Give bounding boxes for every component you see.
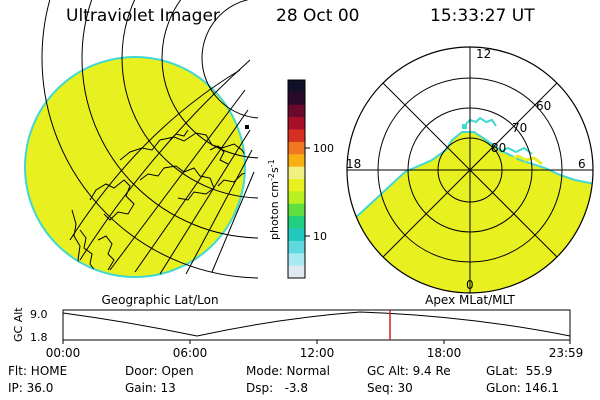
colorbar-swatch bbox=[288, 154, 305, 168]
time-tick-label: 06:00 bbox=[173, 346, 208, 360]
altitude-x-ticks bbox=[62, 340, 571, 344]
altitude-tick-min: 1.8 bbox=[30, 331, 48, 344]
mlat-label-80: 80 bbox=[491, 141, 506, 155]
colorbar-tick-label: 10 bbox=[313, 230, 327, 243]
status-gain: Gain: 13 bbox=[125, 381, 176, 395]
geographic-image-panel bbox=[24, 0, 258, 279]
geo-grid bbox=[41, 0, 258, 279]
status-mode: Mode: Normal bbox=[246, 364, 330, 378]
altitude-curve bbox=[62, 311, 571, 337]
colorbar-swatch bbox=[288, 179, 305, 192]
colorbar-swatch bbox=[288, 253, 305, 267]
mlat-label-70: 70 bbox=[512, 121, 527, 135]
colorbar-swatch bbox=[288, 216, 305, 230]
colorbar-swatch bbox=[288, 129, 305, 143]
app-title: Ultraviolet Imager bbox=[66, 6, 220, 26]
polar-panel-label: Apex MLat/MLT bbox=[425, 293, 515, 307]
mlt-label-0: 0 bbox=[466, 278, 474, 292]
colorbar-swatch bbox=[288, 141, 305, 155]
status-flight: Flt: HOME bbox=[8, 364, 68, 378]
colorbar-swatch bbox=[288, 240, 305, 254]
colorbar-swatch bbox=[288, 228, 305, 242]
colorbar-unit-label: photon cm-2s-1 bbox=[267, 159, 281, 240]
header-time: 15:33:27 UT bbox=[430, 6, 535, 26]
header-date: 28 Oct 00 bbox=[276, 6, 360, 26]
emission-patch bbox=[462, 124, 467, 129]
status-glon: GLon: 146.1 bbox=[486, 381, 559, 395]
colorbar-swatch bbox=[288, 166, 305, 180]
altitude-axis-label: GC Alt bbox=[12, 307, 25, 342]
status-gc-alt: GC Alt: 9.4 Re bbox=[367, 364, 451, 378]
coast-fragment bbox=[245, 125, 249, 129]
time-tick-label: 18:00 bbox=[427, 346, 462, 360]
colorbar-frame bbox=[287, 79, 306, 279]
colorbar-swatch bbox=[288, 104, 305, 118]
mlt-label-12: 12 bbox=[476, 47, 491, 61]
colorbar-tick-label: 100 bbox=[313, 142, 334, 155]
colorbar: 100 10 photon cm-2s-1 bbox=[267, 79, 334, 279]
time-tick-label: 12:00 bbox=[300, 346, 335, 360]
colorbar-swatch bbox=[288, 265, 305, 279]
status-glat: GLat: 55.9 bbox=[486, 364, 553, 378]
colorbar-swatch bbox=[288, 117, 305, 131]
coastlines bbox=[71, 129, 245, 277]
geo-panel-label: Geographic Lat/Lon bbox=[101, 293, 218, 307]
mlt-label-18: 18 bbox=[346, 157, 361, 171]
mlt-label-6: 6 bbox=[578, 157, 586, 171]
polar-image-panel: 12 18 6 0 60 70 80 bbox=[346, 46, 594, 294]
altitude-plot: GC Alt 9.0 1.8 00:00 06:00 12:00 18:00 2… bbox=[12, 307, 583, 360]
colorbar-swatch bbox=[288, 203, 305, 217]
altitude-tick-max: 9.0 bbox=[30, 308, 48, 321]
status-seq: Seq: 30 bbox=[367, 381, 413, 395]
status-dsp: Dsp: -3.8 bbox=[246, 381, 309, 395]
polar-grid bbox=[346, 46, 594, 294]
colorbar-swatch bbox=[288, 80, 305, 93]
colorbar-swatch bbox=[288, 191, 305, 205]
status-ip: IP: 36.0 bbox=[8, 381, 54, 395]
mlat-label-60: 60 bbox=[536, 99, 551, 113]
time-tick-label: 00:00 bbox=[46, 346, 81, 360]
earth-disk-emission bbox=[24, 56, 246, 278]
colorbar-swatch bbox=[288, 92, 305, 106]
colorbar-swatches bbox=[288, 80, 305, 279]
status-door: Door: Open bbox=[125, 364, 194, 378]
time-tick-label: 23:59 bbox=[549, 346, 584, 360]
